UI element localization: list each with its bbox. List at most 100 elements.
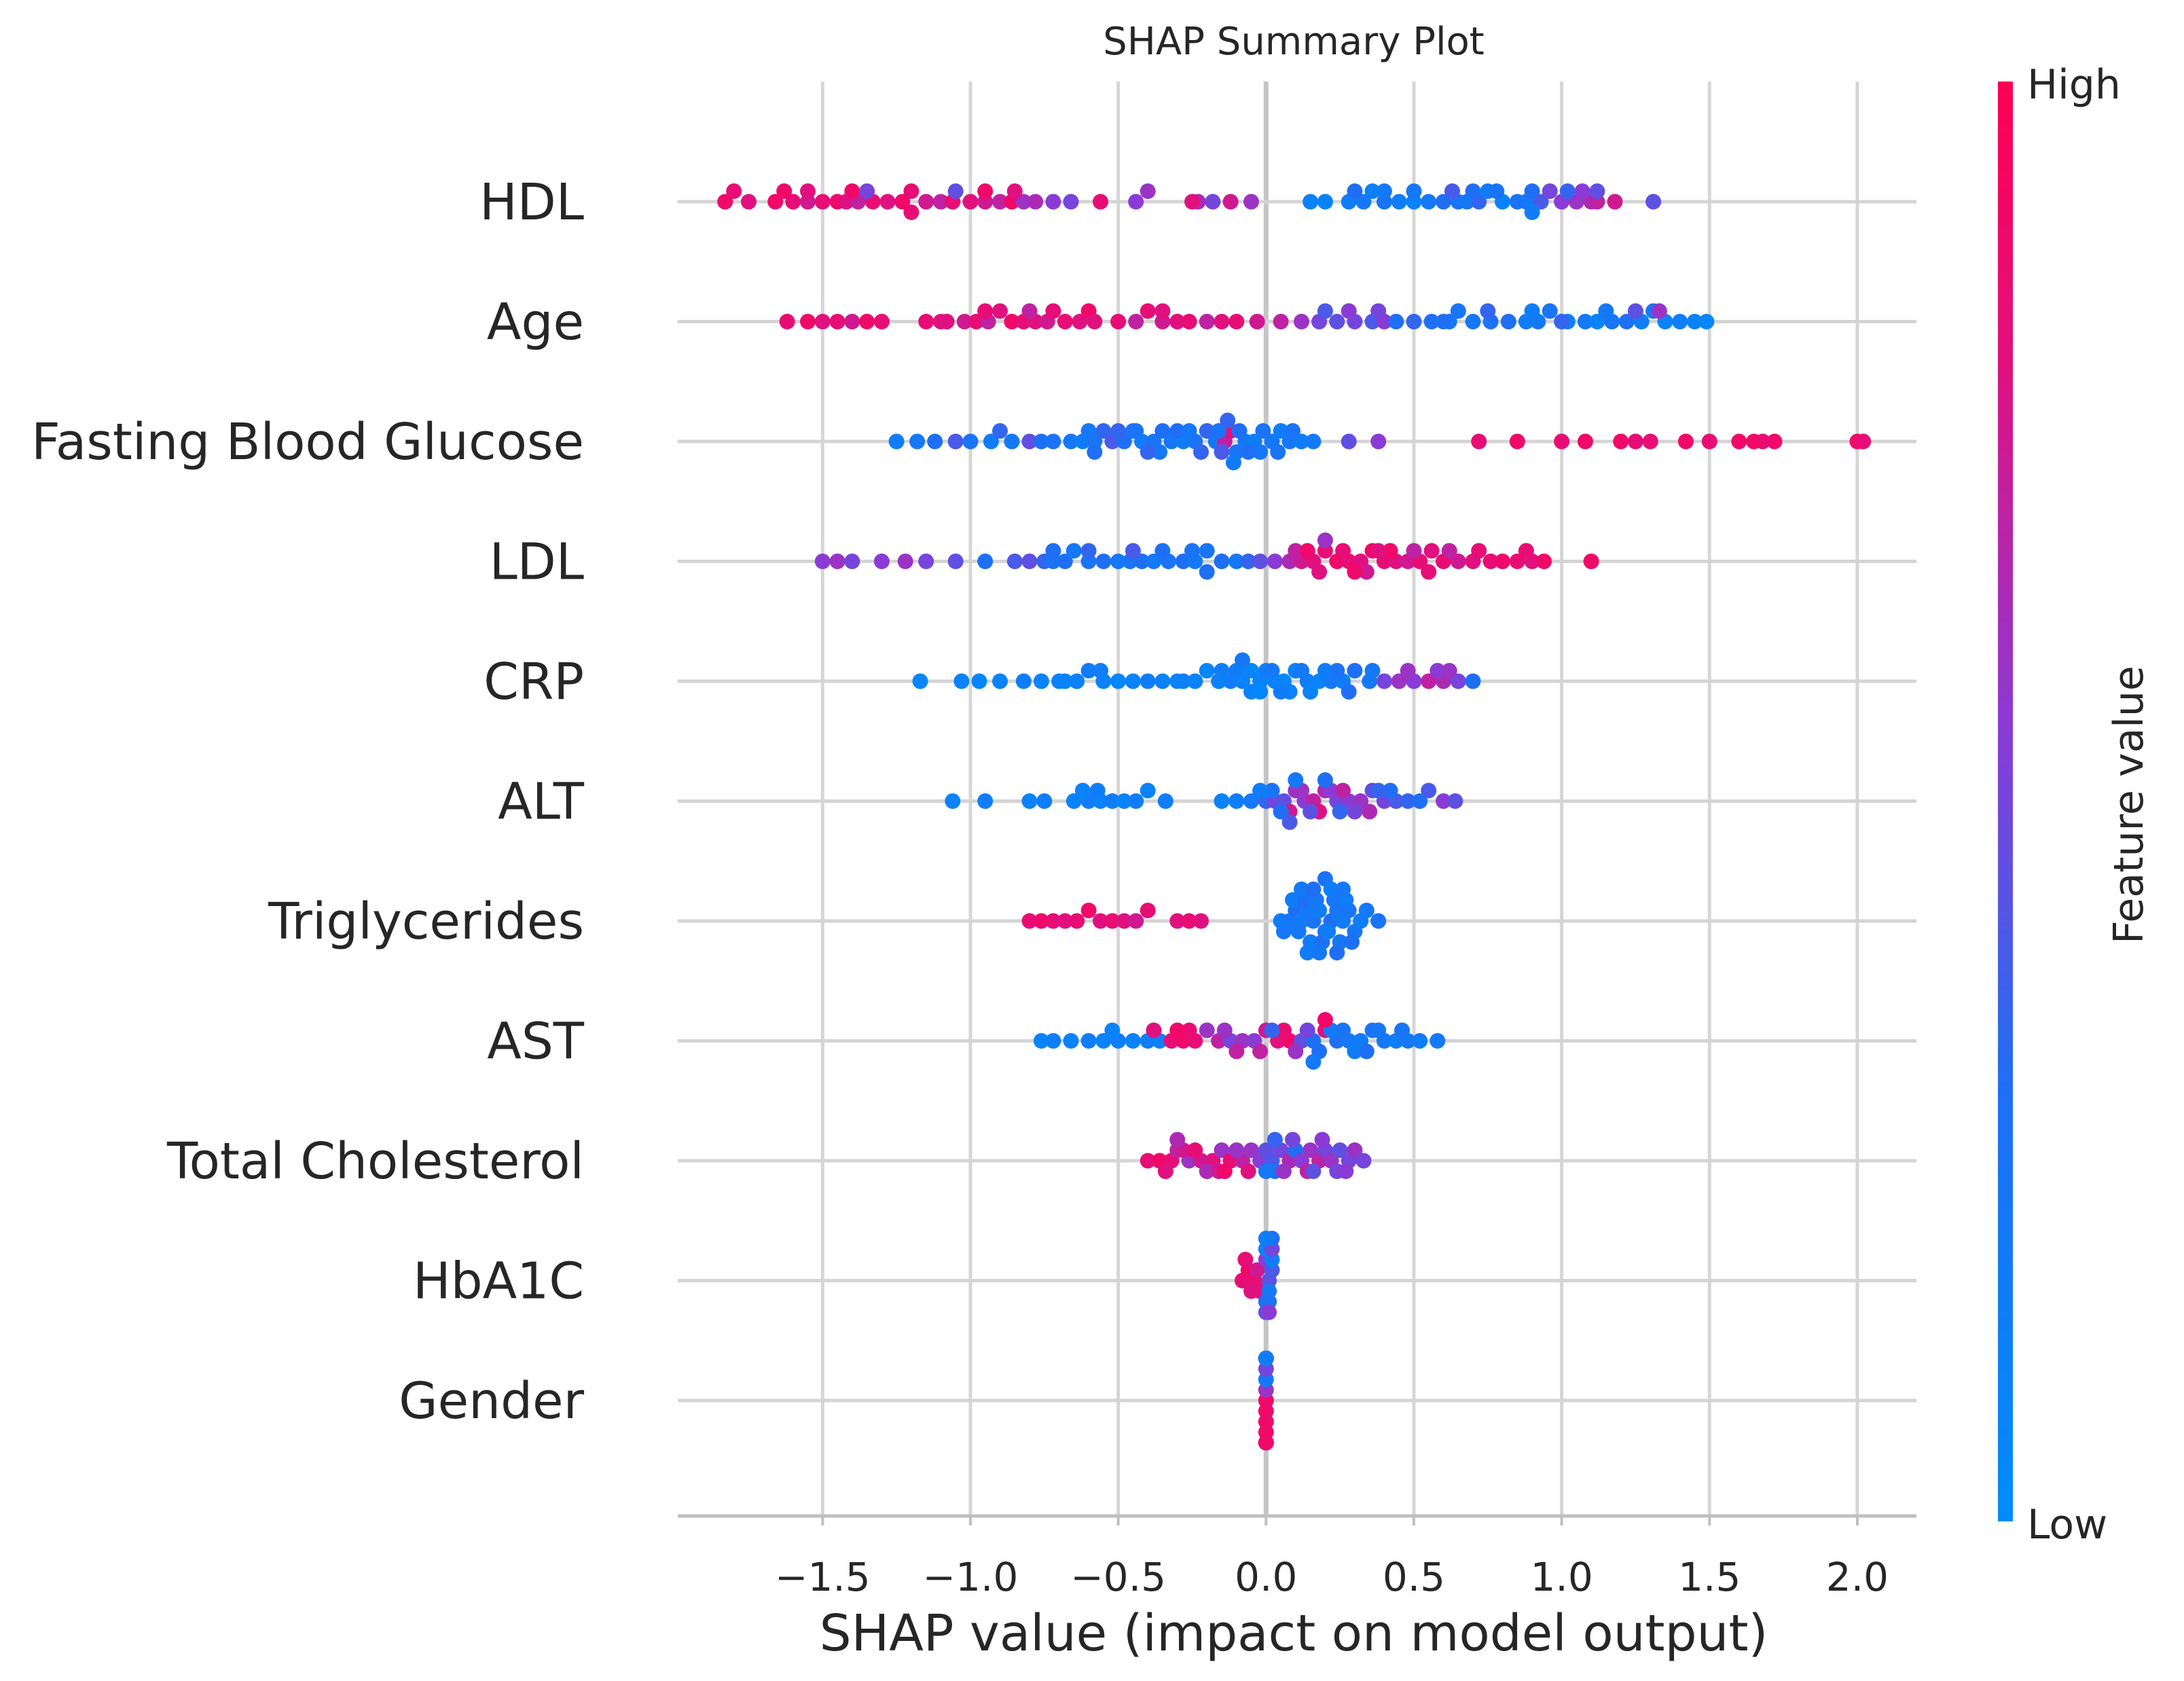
shap-dot-2-20 [1154, 423, 1171, 439]
shap-dot-6-1 [1033, 913, 1049, 929]
shap-dot-6-47 [1323, 881, 1339, 897]
shap-dot-5-28 [1400, 793, 1416, 809]
shap-dot-8-37 [1305, 1163, 1322, 1179]
shap-dot-3-56 [1311, 564, 1328, 580]
shap-dot-5-49 [1421, 782, 1437, 799]
shap-dot-3-57 [1335, 543, 1351, 559]
shap-dot-7-3 [1080, 1033, 1097, 1049]
shap-dot-7-36 [1252, 1043, 1269, 1060]
shap-dot-10-18 [1258, 1434, 1274, 1451]
shap-dot-0-15 [932, 194, 949, 210]
shap-dot-5-44 [1362, 803, 1378, 820]
shap-dot-2-60 [1252, 444, 1269, 460]
shap-dot-5-10 [1140, 782, 1156, 799]
shap-dot-0-72 [1559, 183, 1576, 199]
shap-dot-2-43 [1613, 433, 1629, 450]
shap-dot-6-9 [1128, 913, 1144, 929]
shap-dot-0-73 [1574, 183, 1590, 199]
shap-dot-4-42 [1214, 663, 1230, 679]
shap-dot-0-70 [1489, 183, 1505, 199]
shap-dot-0-59 [844, 183, 860, 199]
shap-dot-0-66 [1376, 183, 1392, 199]
shap-dot-8-10 [1243, 1142, 1259, 1158]
shap-dot-4-44 [1264, 663, 1280, 679]
feature-label-10: Gender [399, 1372, 584, 1430]
shap-dot-0-50 [1542, 183, 1558, 199]
shap-dot-0-26 [1128, 194, 1144, 210]
shap-dot-7-4 [1095, 1033, 1112, 1049]
shap-dot-2-44 [1642, 433, 1658, 450]
shap-dot-5-29 [1412, 793, 1428, 809]
shap-dot-3-1 [829, 554, 845, 569]
x-tick-label-5: 1.0 [1530, 1554, 1592, 1600]
shap-dot-2-45 [1677, 433, 1694, 450]
shap-dot-5-48 [1332, 803, 1348, 820]
shap-dot-6-31 [1285, 892, 1300, 908]
feature-label-0: HDL [479, 173, 584, 232]
shap-dot-4-55 [1235, 652, 1250, 668]
shap-dot-6-4 [1069, 913, 1085, 929]
shap-dot-1-31 [1294, 314, 1309, 329]
shap-dot-5-13 [1228, 793, 1245, 809]
shap-dot-3-50 [1583, 554, 1599, 569]
shap-dot-1-2 [814, 314, 831, 329]
shap-dot-2-68 [1627, 433, 1643, 450]
shap-dot-3-59 [1382, 543, 1398, 559]
shap-dot-3-61 [1441, 543, 1457, 559]
colorbar-low-label: Low [2027, 1501, 2107, 1549]
shap-dot-1-56 [1672, 314, 1688, 329]
shap-dot-1-3 [829, 314, 845, 329]
shap-dot-4-3 [992, 673, 1008, 689]
shap-dot-0-1 [726, 183, 742, 199]
shap-dot-6-37 [1320, 924, 1336, 939]
shap-dot-7-30 [1412, 1033, 1428, 1049]
feature-label-2: Fasting Blood Glucose [31, 413, 584, 471]
shap-dot-2-4 [962, 433, 979, 450]
shap-dot-1-25 [1181, 314, 1197, 329]
shap-dot-6-0 [1021, 913, 1038, 929]
shap-dot-3-58 [1358, 564, 1375, 580]
shap-dot-5-2 [1021, 793, 1038, 809]
shap-dot-1-28 [1228, 314, 1245, 329]
shap-dot-8-41 [1258, 1163, 1274, 1179]
shap-dot-2-52 [1087, 444, 1103, 460]
shap-dot-5-11 [1157, 793, 1173, 809]
shap-dot-0-21 [1015, 194, 1032, 210]
shap-dot-7-32 [1104, 1022, 1121, 1038]
shap-dot-2-58 [1211, 423, 1227, 439]
shap-dot-4-5 [1033, 673, 1049, 689]
shap-dot-6-42 [1294, 881, 1309, 897]
shap-dot-5-30 [1436, 793, 1451, 809]
shap-dot-0-76 [1317, 194, 1333, 210]
shap-dot-2-47 [1731, 433, 1747, 450]
shap-dot-4-47 [1317, 663, 1333, 679]
shap-dot-5-7 [1104, 793, 1121, 809]
shap-dot-6-13 [1193, 913, 1209, 929]
shap-dot-3-53 [1154, 543, 1171, 559]
shap-dot-2-41 [1554, 433, 1570, 450]
shap-dot-6-6 [1093, 913, 1108, 929]
shap-dot-0-32 [1303, 194, 1319, 210]
shap-dot-0-58 [800, 183, 816, 199]
shap-dot-5-46 [1252, 782, 1269, 799]
feature-label-8: Total Cholesterol [166, 1132, 584, 1191]
shap-dot-4-10 [1110, 673, 1127, 689]
shap-dot-4-37 [1450, 673, 1466, 689]
shap-dot-8-7 [1214, 1142, 1230, 1158]
shap-dot-5-3 [1036, 793, 1053, 809]
shap-dot-3-43 [1450, 554, 1466, 569]
shap-dot-4-11 [1125, 673, 1141, 689]
shap-dot-4-33 [1391, 673, 1407, 689]
shap-dot-7-34 [1181, 1022, 1197, 1038]
shap-dot-1-5 [859, 314, 875, 329]
shap-dot-3-3 [873, 554, 890, 569]
shap-dot-0-39 [1421, 194, 1437, 210]
shap-dot-1-39 [1423, 314, 1440, 329]
shap-dot-2-10 [1045, 433, 1061, 450]
shap-dot-5-4 [1066, 793, 1082, 809]
shap-dot-1-27 [1214, 314, 1230, 329]
shap-dot-2-5 [983, 433, 999, 450]
shap-dot-0-56 [1645, 194, 1662, 210]
shap-dot-5-39 [1335, 782, 1351, 799]
shap-dot-0-3 [767, 194, 784, 210]
